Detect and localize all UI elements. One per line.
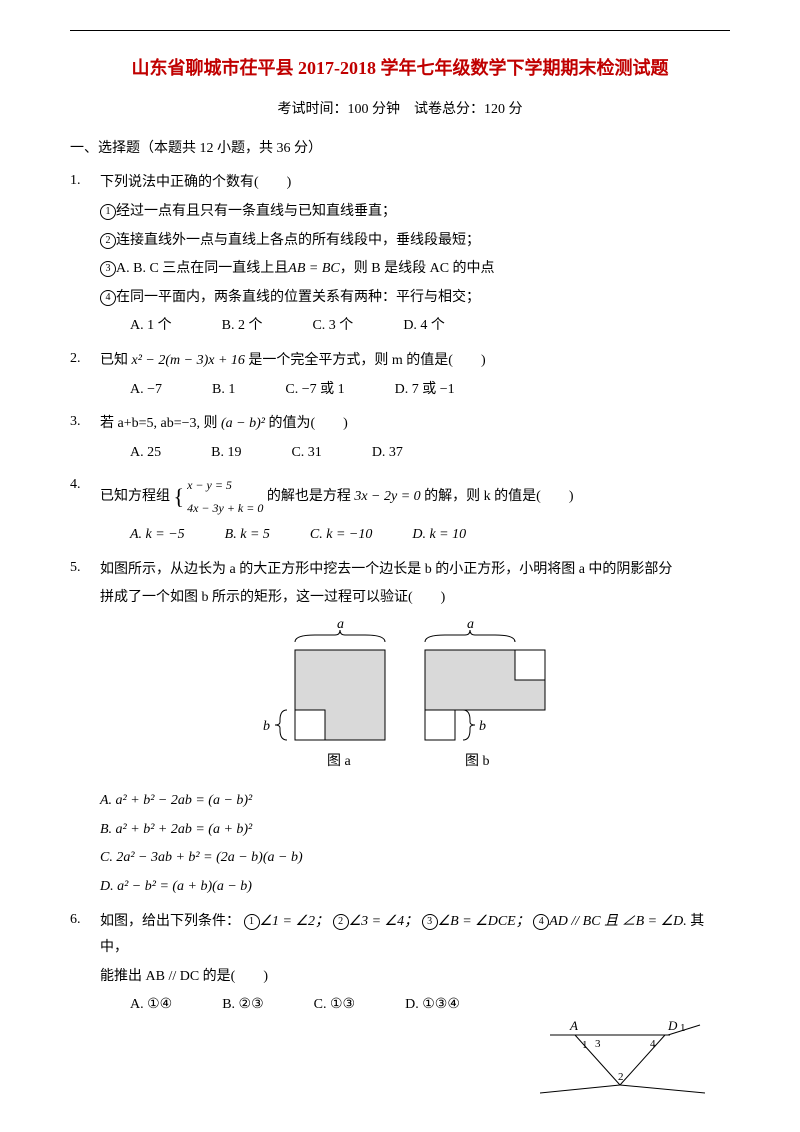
q5-figure: a b 图 a a b 图 b xyxy=(100,620,730,781)
q5-svg: a b 图 a a b 图 b xyxy=(255,620,575,770)
q6-svg: A D 1 3 4 1 2 xyxy=(540,1015,710,1095)
q4-options: A. k = −5 B. k = 5 C. k = −10 D. k = 10 xyxy=(130,522,730,549)
q6-optB: B. ②③ xyxy=(222,992,263,1019)
svg-text:图 b: 图 b xyxy=(465,754,490,769)
q5-optB: B. a² + b² + 2ab = (a + b)² xyxy=(100,817,730,844)
q5-optD: D. a² − b² = (a + b)(a − b) xyxy=(100,874,730,901)
svg-text:图 a: 图 a xyxy=(327,754,351,769)
q6-stem1: 如图，给出下列条件： 1∠1 = ∠2； 2∠3 = ∠4； 3∠B = ∠DC… xyxy=(100,909,730,962)
q3-optD: D. 37 xyxy=(372,440,403,467)
svg-text:D: D xyxy=(667,1018,678,1033)
q2-optB: B. 1 xyxy=(212,377,235,404)
svg-text:a: a xyxy=(337,620,344,632)
section-1-heading: 一、选择题（本题共 12 小题，共 36 分） xyxy=(70,136,730,163)
q5-optC: C. 2a² − 3ab + b² = (2a − b)(a − b) xyxy=(100,845,730,872)
svg-text:3: 3 xyxy=(595,1038,601,1050)
q1-options: A. 1 个 B. 2 个 C. 3 个 D. 4 个 xyxy=(130,313,730,340)
q1-optA: A. 1 个 xyxy=(130,313,172,340)
q1-s2: 2连接直线外一点与直线上各点的所有线段中，垂线段最短； xyxy=(100,228,730,255)
q6-optC: C. ①③ xyxy=(314,992,355,1019)
q2-optC: C. −7 或 1 xyxy=(285,377,344,404)
question-1: 1. 下列说法中正确的个数有( ) 1经过一点有且只有一条直线与已知直线垂直； … xyxy=(70,168,730,342)
svg-text:1: 1 xyxy=(582,1039,588,1051)
q1-s3: 3A. B. C 三点在同一直线上且AB = BC，则 B 是线段 AC 的中点 xyxy=(100,256,730,283)
question-6: 6. 如图，给出下列条件： 1∠1 = ∠2； 2∠3 = ∠4； 3∠B = … xyxy=(70,907,730,1021)
q5-stem2: 拼成了一个如图 b 所示的矩形，这一过程可以验证( ) xyxy=(100,585,730,612)
q2-optD: D. 7 或 −1 xyxy=(395,377,455,404)
svg-text:2: 2 xyxy=(618,1071,624,1083)
q4-optA: A. k = −5 xyxy=(130,522,185,549)
question-3: 3. 若 a+b=5, ab=−3, 则 (a − b)² 的值为( ) A. … xyxy=(70,409,730,468)
q6-optA: A. ①④ xyxy=(130,992,172,1019)
circled-3: 3 xyxy=(100,261,116,277)
q1-optC: C. 3 个 xyxy=(312,313,353,340)
q4-sys-bot: 4x − 3y + k = 0 xyxy=(187,497,263,520)
q4-optD: D. k = 10 xyxy=(412,522,466,549)
q1-number: 1. xyxy=(70,168,100,342)
q1-s1: 1经过一点有且只有一条直线与已知直线垂直； xyxy=(100,199,730,226)
q4-sys-top: x − y = 5 xyxy=(187,474,263,497)
q4-stem: 已知方程组 { x − y = 5 4x − 3y + k = 0 的解也是方程… xyxy=(100,474,730,520)
q3-options: A. 25 B. 19 C. 31 D. 37 xyxy=(130,440,730,467)
q6-optD: D. ①③④ xyxy=(405,992,460,1019)
q6-stem2: 能推出 AB // DC 的是( ) xyxy=(100,964,730,991)
q4-number: 4. xyxy=(70,472,100,550)
q4-optB: B. k = 5 xyxy=(225,522,270,549)
q2-number: 2. xyxy=(70,346,100,405)
q5-number: 5. xyxy=(70,555,100,903)
q1-optD: D. 4 个 xyxy=(403,313,445,340)
svg-text:a: a xyxy=(467,620,474,632)
q6-figure: A D 1 3 4 1 2 xyxy=(70,1025,730,1085)
q3-stem: 若 a+b=5, ab=−3, 则 (a − b)² 的值为( ) xyxy=(100,411,730,438)
q1-optB: B. 2 个 xyxy=(222,313,263,340)
svg-text:A: A xyxy=(569,1018,578,1033)
q2-stem: 已知 x² − 2(m − 3)x + 16 是一个完全平方式，则 m 的值是(… xyxy=(100,348,730,375)
circled-1: 1 xyxy=(100,204,116,220)
q2-optA: A. −7 xyxy=(130,377,162,404)
q4-optC: C. k = −10 xyxy=(310,522,372,549)
svg-text:1: 1 xyxy=(680,1022,686,1034)
exam-title: 山东省聊城市茌平县 2017-2018 学年七年级数学下学期期末检测试题 xyxy=(70,51,730,85)
circled-4: 4 xyxy=(100,290,116,306)
q3-optA: A. 25 xyxy=(130,440,161,467)
q1-stem: 下列说法中正确的个数有( ) xyxy=(100,170,730,197)
q3-optB: B. 19 xyxy=(211,440,241,467)
top-rule xyxy=(70,30,730,31)
svg-text:b: b xyxy=(479,719,486,734)
question-4: 4. 已知方程组 { x − y = 5 4x − 3y + k = 0 的解也… xyxy=(70,472,730,550)
svg-text:4: 4 xyxy=(650,1038,656,1050)
question-5: 5. 如图所示，从边长为 a 的大正方形中挖去一个边长是 b 的小正方形，小明将… xyxy=(70,555,730,903)
svg-text:b: b xyxy=(263,719,270,734)
q6-number: 6. xyxy=(70,907,100,1021)
q2-options: A. −7 B. 1 C. −7 或 1 D. 7 或 −1 xyxy=(130,377,730,404)
exam-subtitle: 考试时间：100 分钟 试卷总分：120 分 xyxy=(70,97,730,124)
circled-2: 2 xyxy=(100,233,116,249)
q3-optC: C. 31 xyxy=(291,440,321,467)
q5-stem1: 如图所示，从边长为 a 的大正方形中挖去一个边长是 b 的小正方形，小明将图 a… xyxy=(100,557,730,584)
q5-optA: A. a² + b² − 2ab = (a − b)² xyxy=(100,788,730,815)
q1-s4: 4在同一平面内，两条直线的位置关系有两种：平行与相交； xyxy=(100,285,730,312)
question-2: 2. 已知 x² − 2(m − 3)x + 16 是一个完全平方式，则 m 的… xyxy=(70,346,730,405)
q3-number: 3. xyxy=(70,409,100,468)
